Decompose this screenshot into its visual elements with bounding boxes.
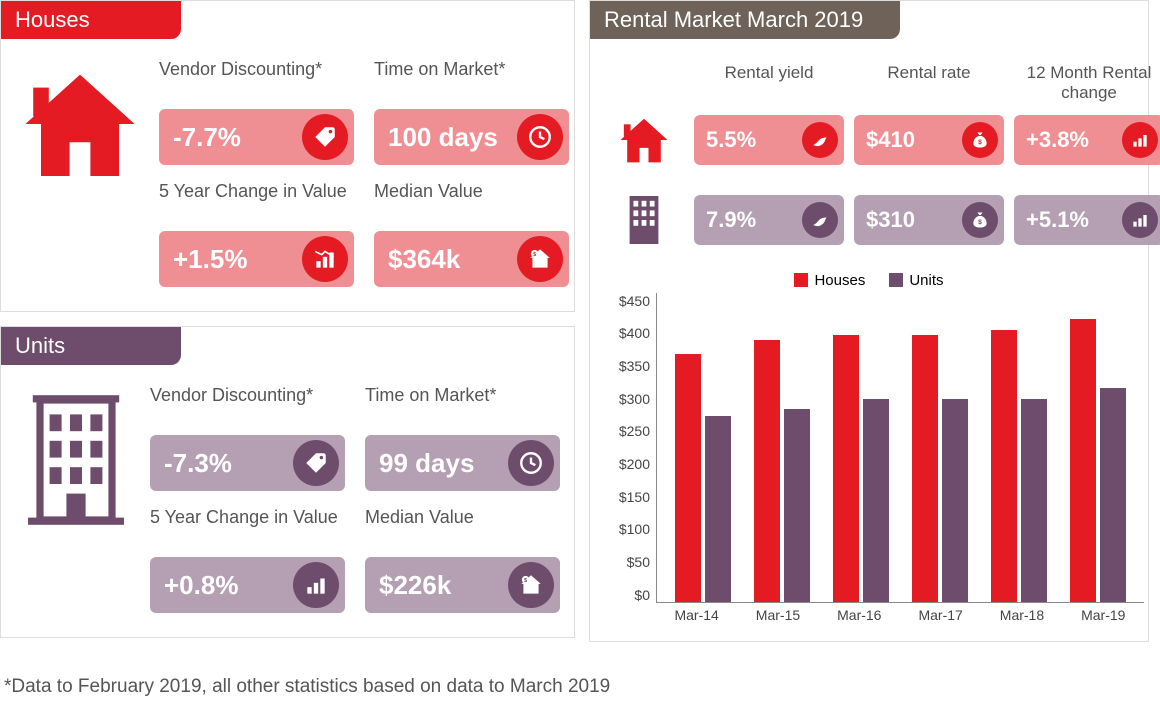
bars-up-icon [1122, 122, 1158, 158]
bar-group [750, 340, 814, 602]
tag-icon [302, 114, 348, 160]
units-panel: Units [0, 326, 575, 638]
stat-value: 5.5% [706, 127, 756, 153]
rental-bar-chart: Houses Units $450$400$350$300$250$200$15… [604, 272, 1134, 623]
money-house-icon: $ [508, 562, 554, 608]
stat-label: Median Value [374, 181, 569, 225]
stat-value: 7.9% [706, 207, 756, 233]
bar-group [1066, 319, 1130, 601]
money-bag-icon: $ [962, 122, 998, 158]
houses-header: Houses [1, 1, 181, 39]
col-rate: Rental rate [854, 63, 1004, 104]
bar-group [908, 335, 972, 602]
bars-up-icon [302, 236, 348, 282]
stat-pill: +0.8% [150, 557, 345, 613]
hand-leaf-icon [802, 122, 838, 158]
building-icon [604, 188, 684, 252]
stat-value: +0.8% [164, 570, 238, 601]
units-header: Units [1, 327, 181, 365]
units-time-on-market: Time on Market* 99 days [365, 385, 560, 491]
stat-label: Time on Market* [365, 385, 560, 429]
clock-icon [517, 114, 563, 160]
clock-icon [508, 440, 554, 486]
hand-leaf-icon [802, 202, 838, 238]
svg-text:$: $ [978, 139, 982, 146]
chart-plot [656, 293, 1144, 603]
rental-houses-rate: $410 $ [854, 115, 1004, 165]
legend-units: Units [909, 272, 943, 289]
units-median-value: Median Value $226k $ [365, 507, 560, 613]
stat-label: Vendor Discounting* [159, 59, 354, 103]
rental-column-headers: Rental yield Rental rate 12 Month Rental… [604, 63, 1134, 104]
legend-houses: Houses [814, 272, 865, 289]
stat-label: Vendor Discounting* [150, 385, 345, 429]
stat-label: Time on Market* [374, 59, 569, 103]
houses-panel: Houses Vendor Discounting* -7.7% [0, 0, 575, 312]
money-house-icon: $ [517, 236, 563, 282]
stat-value: $226k [379, 570, 451, 601]
rental-header: Rental Market March 2019 [590, 1, 900, 39]
money-bag-icon: $ [962, 202, 998, 238]
svg-text:$: $ [978, 219, 982, 226]
houses-median-value: Median Value $364k $ [374, 181, 569, 287]
rental-row-houses: 5.5% $410 $ +3.8% [604, 112, 1134, 168]
bar-group [671, 354, 735, 602]
chart-y-axis: $450$400$350$300$250$200$150$100$50$0 [604, 293, 656, 603]
tag-icon [293, 440, 339, 486]
rental-units-change: +5.1% [1014, 195, 1160, 245]
rental-units-rate: $310 $ [854, 195, 1004, 245]
svg-text:$: $ [524, 578, 527, 584]
stat-value: -7.3% [164, 448, 232, 479]
stat-value: $310 [866, 207, 915, 233]
bar-group [987, 330, 1051, 602]
stat-value: -7.7% [173, 122, 241, 153]
stat-value: $410 [866, 127, 915, 153]
units-vendor-discount: Vendor Discounting* -7.3% [150, 385, 345, 491]
house-icon [15, 59, 145, 189]
chart-legend: Houses Units [604, 272, 1134, 289]
rental-panel: Rental Market March 2019 Rental yield Re… [589, 0, 1149, 642]
stat-value: $364k [388, 244, 460, 275]
stat-label: 5 Year Change in Value [159, 181, 354, 225]
stat-pill: 100 days [374, 109, 569, 165]
stat-value: +5.1% [1026, 207, 1089, 233]
stat-pill: +1.5% [159, 231, 354, 287]
bars-up-icon [293, 562, 339, 608]
stat-pill: -7.7% [159, 109, 354, 165]
rental-houses-yield: 5.5% [694, 115, 844, 165]
stat-pill: $226k $ [365, 557, 560, 613]
col-yield: Rental yield [694, 63, 844, 104]
stat-value: +3.8% [1026, 127, 1089, 153]
stat-pill: -7.3% [150, 435, 345, 491]
house-icon [604, 112, 684, 168]
building-icon [15, 385, 136, 535]
stat-pill: $364k $ [374, 231, 569, 287]
svg-text:$: $ [533, 252, 536, 258]
stat-label: Median Value [365, 507, 560, 551]
houses-vendor-discount: Vendor Discounting* -7.7% [159, 59, 354, 165]
units-five-year-change: 5 Year Change in Value +0.8% [150, 507, 345, 613]
houses-time-on-market: Time on Market* 100 days [374, 59, 569, 165]
stat-pill: 99 days [365, 435, 560, 491]
stat-value: +1.5% [173, 244, 247, 275]
stat-value: 99 days [379, 448, 474, 479]
stat-value: 100 days [388, 122, 498, 153]
chart-x-axis: Mar-14Mar-15Mar-16Mar-17Mar-18Mar-19 [604, 607, 1144, 623]
footnote: *Data to February 2019, all other statis… [4, 676, 610, 698]
stat-label: 5 Year Change in Value [150, 507, 345, 551]
col-change: 12 Month Rental change [1014, 63, 1160, 104]
rental-houses-change: +3.8% [1014, 115, 1160, 165]
houses-five-year-change: 5 Year Change in Value +1.5% [159, 181, 354, 287]
bar-group [829, 335, 893, 602]
bars-up-icon [1122, 202, 1158, 238]
rental-units-yield: 7.9% [694, 195, 844, 245]
rental-row-units: 7.9% $310 $ +5.1% [604, 188, 1134, 252]
